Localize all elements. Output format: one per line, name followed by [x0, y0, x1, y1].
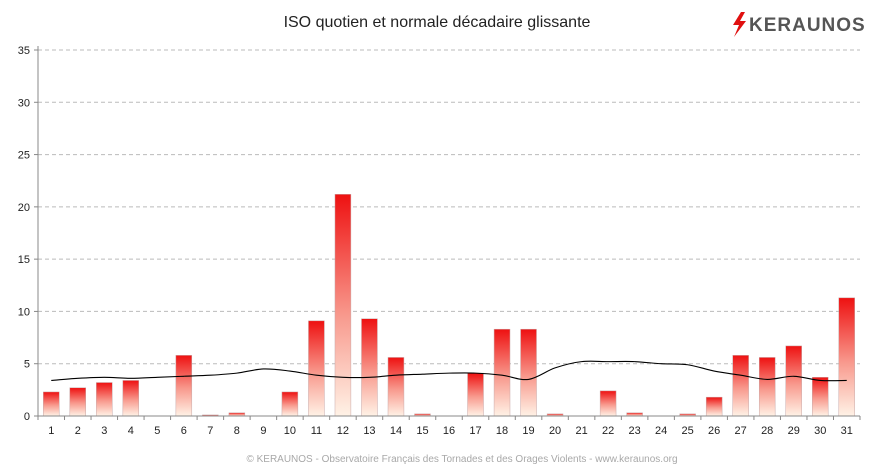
x-tick-label: 25 — [682, 425, 694, 437]
x-tick-label: 26 — [708, 425, 720, 437]
y-tick-label: 5 — [24, 359, 30, 371]
x-tick-label: 28 — [761, 425, 773, 437]
x-tick-label: 2 — [75, 425, 81, 437]
x-tick-label: 5 — [154, 425, 160, 437]
y-tick-label: 25 — [18, 150, 30, 162]
bar — [96, 382, 113, 417]
x-tick-label: 7 — [207, 425, 213, 437]
y-tick-label: 10 — [18, 306, 30, 318]
x-axis-ticks: 1 2 3 4 5 6 7 8 9 10 11 12 13 14 15 16 17 18 19 20 21 22 23 24 2… — [37, 416, 861, 437]
x-tick-label: 31 — [841, 425, 853, 437]
logo: KERAUNOS — [733, 12, 866, 37]
x-tick-label: 1 — [48, 425, 54, 437]
x-tick-label: 12 — [337, 425, 349, 437]
chart-title: ISO quotien et normale décadaire glissan… — [284, 14, 591, 31]
x-tick-label: 11 — [311, 425, 322, 437]
bar — [43, 391, 60, 417]
x-tick-label: 18 — [496, 425, 508, 437]
bar — [334, 194, 352, 417]
footer-text: © KERAUNOS - Observatoire Français des T… — [246, 454, 677, 465]
x-tick-label: 20 — [549, 425, 561, 437]
x-tick-label: 4 — [128, 425, 134, 437]
y-tick-label: 15 — [18, 254, 30, 266]
bar — [838, 297, 855, 417]
bar — [493, 328, 511, 417]
x-tick-label: 6 — [181, 425, 187, 437]
axes — [37, 46, 860, 417]
bar — [520, 328, 537, 417]
x-tick-label: 30 — [814, 425, 826, 437]
x-tick-label: 27 — [735, 425, 747, 437]
x-tick-label: 10 — [284, 425, 296, 437]
x-tick-label: 15 — [416, 425, 428, 437]
bar-series — [43, 194, 855, 417]
y-tick-label: 20 — [18, 202, 30, 214]
bar — [467, 372, 484, 417]
x-tick-label: 9 — [260, 425, 266, 437]
grid-lines — [38, 49, 860, 365]
x-tick-label: 19 — [522, 425, 534, 437]
bar — [122, 380, 140, 417]
y-tick-label: 35 — [18, 45, 30, 57]
y-tick-label: 30 — [18, 97, 30, 109]
lightning-bolt-icon — [733, 12, 746, 37]
y-axis-ticks: 0 5 10 15 20 25 30 35 — [18, 45, 38, 423]
bar — [308, 320, 325, 417]
x-tick-label: 22 — [602, 425, 614, 437]
normal-line — [51, 360, 847, 382]
bar — [281, 391, 299, 417]
x-tick-label: 23 — [628, 425, 640, 437]
x-tick-label: 17 — [469, 425, 481, 437]
logo-text: KERAUNOS — [749, 15, 866, 36]
bar — [705, 396, 723, 417]
x-tick-label: 16 — [443, 425, 455, 437]
x-tick-label: 21 — [575, 425, 587, 437]
bar — [387, 357, 405, 417]
x-tick-label: 3 — [101, 425, 107, 437]
bar — [758, 357, 776, 417]
bar — [361, 318, 378, 417]
x-tick-label: 13 — [363, 425, 375, 437]
x-tick-label: 14 — [390, 425, 402, 437]
bar — [69, 387, 86, 417]
x-tick-label: 29 — [788, 425, 800, 437]
y-tick-label: 0 — [24, 411, 30, 423]
x-tick-label: 24 — [655, 425, 667, 437]
x-tick-label: 8 — [234, 425, 240, 437]
bar — [812, 377, 829, 417]
bar — [732, 355, 749, 417]
bar — [175, 355, 193, 417]
bar — [785, 345, 802, 417]
bar — [599, 390, 617, 417]
